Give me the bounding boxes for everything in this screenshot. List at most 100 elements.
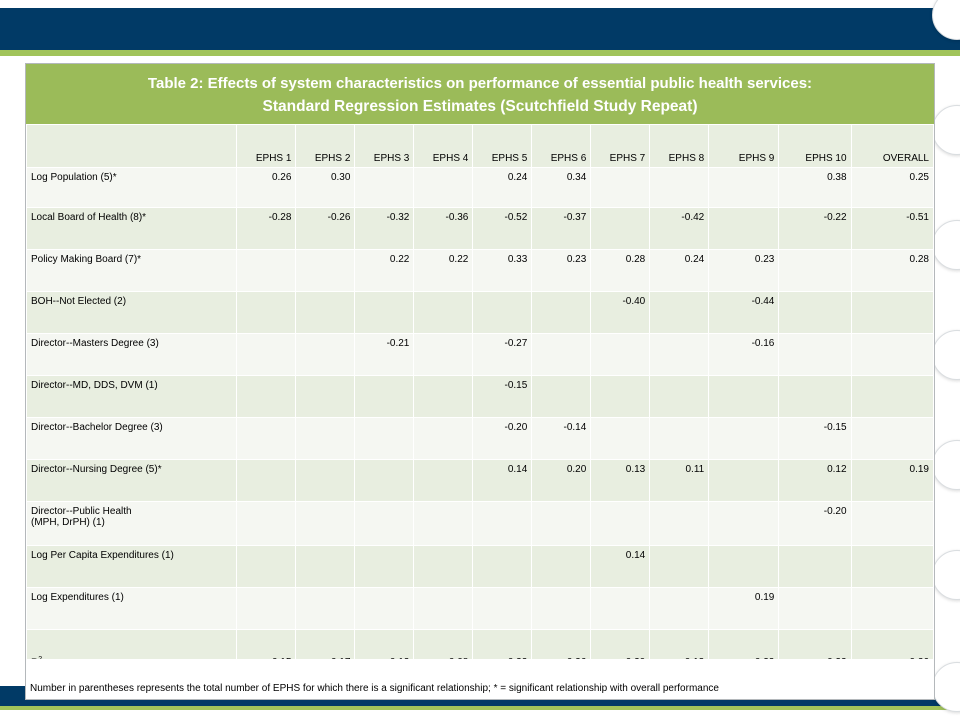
table-row: Director--Nursing Degree (5)* 0.14 0.20 0.1…	[25, 459, 935, 502]
column-header: EPHS 6	[531, 124, 592, 168]
column-header: EPHS 8	[649, 124, 710, 168]
table-cell	[850, 333, 935, 376]
table-cell	[590, 417, 651, 460]
table-cell: 0.33	[472, 249, 533, 292]
column-header: EPHS 2	[295, 124, 356, 168]
table-cell	[778, 333, 852, 376]
row-label-text: Log Population (5)*	[31, 172, 117, 183]
table-cell	[708, 501, 780, 546]
row-label: Local Board of Health (8)*	[25, 207, 238, 250]
table-cell: 0.23	[708, 249, 780, 292]
table-cell	[531, 333, 592, 376]
table-cell	[295, 459, 356, 502]
table-cell	[649, 375, 710, 418]
table-cell	[472, 291, 533, 334]
row-label-text: Log Per Capita Expenditures (1)	[31, 550, 174, 561]
row-label-text: Log Expenditures (1)	[31, 592, 124, 603]
table-cell	[850, 545, 935, 588]
table-cell	[354, 291, 415, 334]
table-cell	[413, 291, 474, 334]
table-cell	[413, 333, 474, 376]
table-row: Local Board of Health (8)* -0.28 -0.26 -0.3…	[25, 207, 935, 250]
column-header: EPHS 3	[354, 124, 415, 168]
table-cell	[708, 207, 780, 250]
table-cell: 0.23	[531, 249, 592, 292]
header-row: EPHS 1 EPHS 2 EPHS 3 EPHS 4 EPHS 5 EPHS 6 EPHS…	[25, 124, 935, 168]
table-cell: 0.22	[354, 249, 415, 292]
table-cell	[295, 501, 356, 546]
table-cell	[708, 459, 780, 502]
decorative-circle	[932, 105, 960, 155]
table-cell	[236, 545, 297, 588]
table-cell	[236, 291, 297, 334]
row-label-text-line2: (MPH, DrPH) (1)	[31, 517, 105, 528]
table-cell	[531, 375, 592, 418]
table-cell	[236, 249, 297, 292]
table-cell	[649, 545, 710, 588]
table-cell: -0.42	[649, 207, 710, 250]
table-cell	[472, 587, 533, 630]
table-cell	[413, 587, 474, 630]
table-cell	[295, 587, 356, 630]
table-cell: -0.22	[778, 207, 852, 250]
decorative-circle	[932, 330, 960, 380]
row-label: Log Population (5)*	[25, 167, 238, 208]
table-cell	[413, 417, 474, 460]
table-cell: 0.25	[850, 167, 935, 208]
row-label-text: Director--Nursing Degree (5)*	[31, 464, 162, 475]
table-cell	[472, 545, 533, 588]
table-row: Director--Masters Degree (3) -0.21 -0.27 -0…	[25, 333, 935, 376]
row-label: BOH--Not Elected (2)	[25, 291, 238, 334]
table-cell	[354, 501, 415, 546]
table-cell	[236, 501, 297, 546]
row-label: Log Expenditures (1)	[25, 587, 238, 630]
table-cell: 0.30	[295, 167, 356, 208]
table-cell	[295, 545, 356, 588]
row-label-text: Local Board of Health (8)*	[31, 212, 147, 223]
table-cell	[295, 333, 356, 376]
table-cell	[708, 167, 780, 208]
regression-table: Table 2: Effects of system characteristi…	[25, 63, 935, 700]
table-cell: 0.28	[590, 249, 651, 292]
table-cell	[531, 545, 592, 588]
table-row: Log Expenditures (1) 0.19	[25, 587, 935, 630]
table-cell	[531, 501, 592, 546]
table-cell: -0.27	[472, 333, 533, 376]
table-cell	[850, 417, 935, 460]
table-row: Log Population (5)* 0.26 0.30 0.24 0.34 0.38 0…	[25, 167, 935, 208]
table-cell	[236, 417, 297, 460]
table-row: Log Per Capita Expenditures (1) 0.14	[25, 545, 935, 588]
table-cell: -0.20	[472, 417, 533, 460]
top-accent-strip	[0, 50, 960, 56]
table-cell	[590, 587, 651, 630]
table-cell: 0.12	[778, 459, 852, 502]
table-cell: 0.19	[708, 587, 780, 630]
table-cell	[778, 545, 852, 588]
table-cell	[590, 501, 651, 546]
data-table: EPHS 1 EPHS 2 EPHS 3 EPHS 4 EPHS 5 EPHS 6 EPHS…	[25, 124, 935, 672]
table-cell: 0.11	[649, 459, 710, 502]
table-cell: 0.19	[850, 459, 935, 502]
table-cell	[236, 587, 297, 630]
table-row: Director--Public Health (MPH, DrPH) (1) -0…	[25, 501, 935, 546]
table-title: Table 2: Effects of system characteristi…	[26, 64, 934, 124]
table-row: BOH--Not Elected (2) -0.40 -0.44	[25, 291, 935, 334]
table-cell: 0.26	[236, 167, 297, 208]
bottom-accent-strip	[0, 706, 960, 710]
table-cell	[708, 417, 780, 460]
table-cell	[236, 459, 297, 502]
column-header: EPHS 9	[708, 124, 780, 168]
table-cell	[649, 167, 710, 208]
row-label-text: Director--Masters Degree (3)	[31, 338, 159, 349]
column-header: EPHS 10	[778, 124, 852, 168]
table-cell: 0.14	[472, 459, 533, 502]
table-cell: 0.14	[590, 545, 651, 588]
table-cell: -0.52	[472, 207, 533, 250]
row-label: Log Per Capita Expenditures (1)	[25, 545, 238, 588]
table-cell	[708, 545, 780, 588]
table-cell	[236, 375, 297, 418]
table-cell	[354, 167, 415, 208]
table-cell	[295, 417, 356, 460]
table-row: Director--Bachelor Degree (3) -0.20 -0.14 -…	[25, 417, 935, 460]
table-cell: -0.51	[850, 207, 935, 250]
